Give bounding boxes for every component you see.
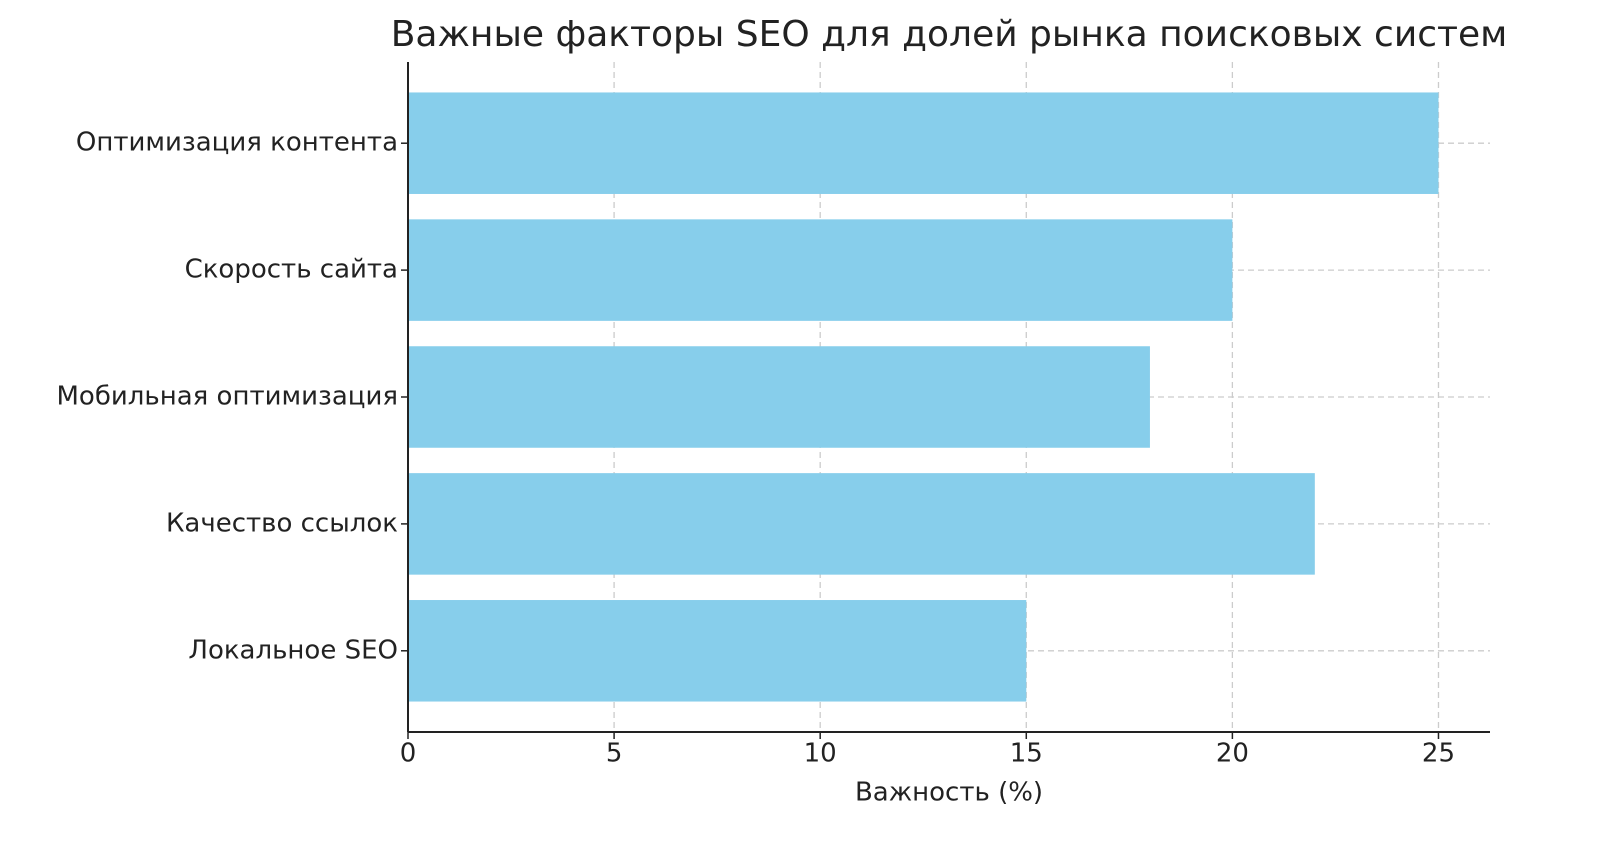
y-tick-label: Скорость сайта xyxy=(185,255,398,285)
y-tick-label: Мобильная оптимизация xyxy=(56,382,398,412)
bar xyxy=(408,92,1439,194)
bar xyxy=(408,600,1027,702)
x-tick-label: 10 xyxy=(804,739,837,769)
y-tick-label: Оптимизация контента xyxy=(76,128,398,158)
y-tick-label: Качество ссылок xyxy=(166,508,398,538)
x-tick-label: 25 xyxy=(1422,739,1455,769)
y-tick-label: Локальное SEO xyxy=(188,635,398,665)
x-tick-label: 20 xyxy=(1216,739,1249,769)
x-axis-label: Важность (%) xyxy=(855,778,1043,808)
bar xyxy=(408,219,1233,321)
chart-title: Важные факторы SEO для долей рынка поиск… xyxy=(391,14,1508,55)
x-tick-label: 15 xyxy=(1010,739,1043,769)
x-tick-label: 0 xyxy=(400,739,417,769)
bar xyxy=(408,346,1150,448)
x-tick-label: 5 xyxy=(606,739,623,769)
bar xyxy=(408,473,1315,575)
